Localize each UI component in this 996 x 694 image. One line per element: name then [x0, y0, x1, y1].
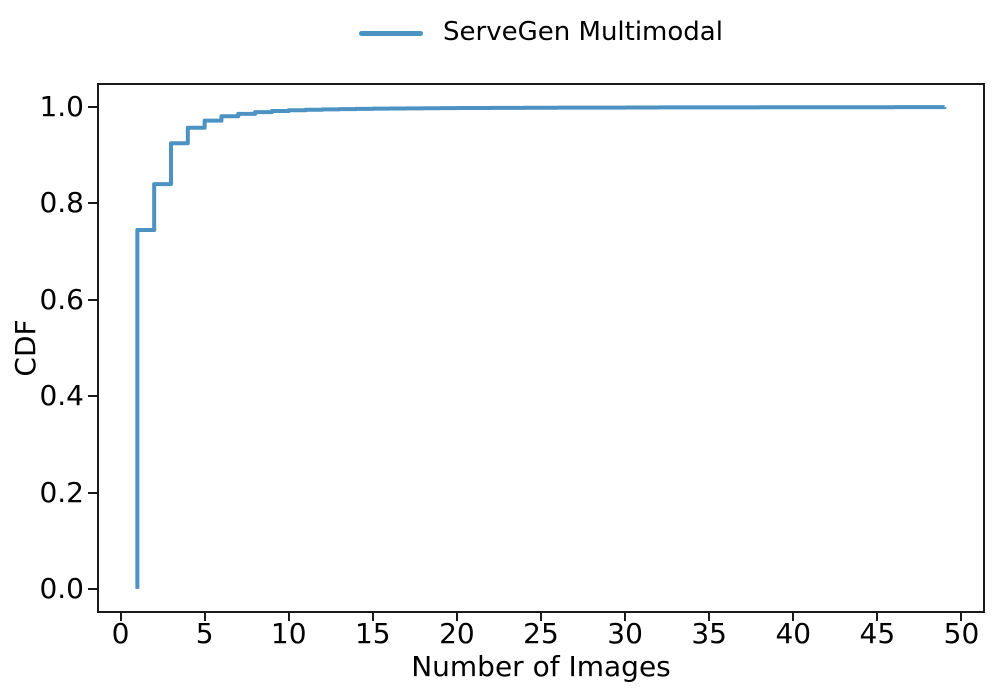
y-tick-mark: [88, 202, 97, 205]
x-tick-mark: [203, 612, 206, 621]
x-tick-mark: [792, 612, 795, 621]
y-axis-label: CDF: [8, 319, 42, 377]
y-tick-mark: [88, 587, 97, 590]
x-tick-mark: [119, 612, 122, 621]
x-tick-label: 15: [354, 617, 391, 650]
x-axis-label: Number of Images: [411, 650, 671, 683]
y-tick-mark: [88, 395, 97, 398]
x-tick-mark: [371, 612, 374, 621]
x-tick-mark: [960, 612, 963, 621]
cdf-step-line: [135, 105, 947, 589]
cdf-curve: [135, 105, 947, 589]
legend-line-swatch: [359, 30, 424, 36]
x-tick-label: 10: [270, 617, 307, 650]
x-tick-label: 40: [775, 617, 812, 650]
y-tick-label: 1.0: [39, 89, 84, 123]
x-tick-label: 5: [195, 617, 214, 650]
y-tick-label: 0.8: [39, 186, 84, 220]
y-tick-label: 0.6: [39, 282, 84, 316]
x-tick-label: 50: [943, 617, 980, 650]
y-tick-mark: [88, 298, 97, 301]
x-tick-mark: [287, 612, 290, 621]
x-tick-label: 25: [523, 617, 559, 650]
x-tick-label: 30: [607, 617, 643, 650]
x-tick-mark: [624, 612, 627, 621]
legend-label: ServeGen Multimodal: [443, 17, 723, 48]
x-tick-label: 0: [111, 617, 130, 650]
x-tick-mark: [455, 612, 458, 621]
y-tick-mark: [88, 106, 97, 109]
legend: ServeGen Multimodal: [97, 10, 985, 56]
x-tick-label: 20: [439, 617, 475, 650]
x-tick-label: 35: [691, 617, 727, 650]
y-tick-mark: [88, 491, 97, 494]
x-tick-mark: [540, 612, 542, 621]
plot-area: [97, 83, 985, 613]
y-tick-label: 0.2: [39, 475, 84, 509]
x-tick-label: 45: [859, 617, 896, 650]
y-tick-label: 0.4: [39, 379, 84, 413]
x-tick-mark: [708, 612, 711, 621]
x-tick-mark: [876, 612, 879, 621]
y-tick-label: 0.0: [39, 571, 84, 605]
